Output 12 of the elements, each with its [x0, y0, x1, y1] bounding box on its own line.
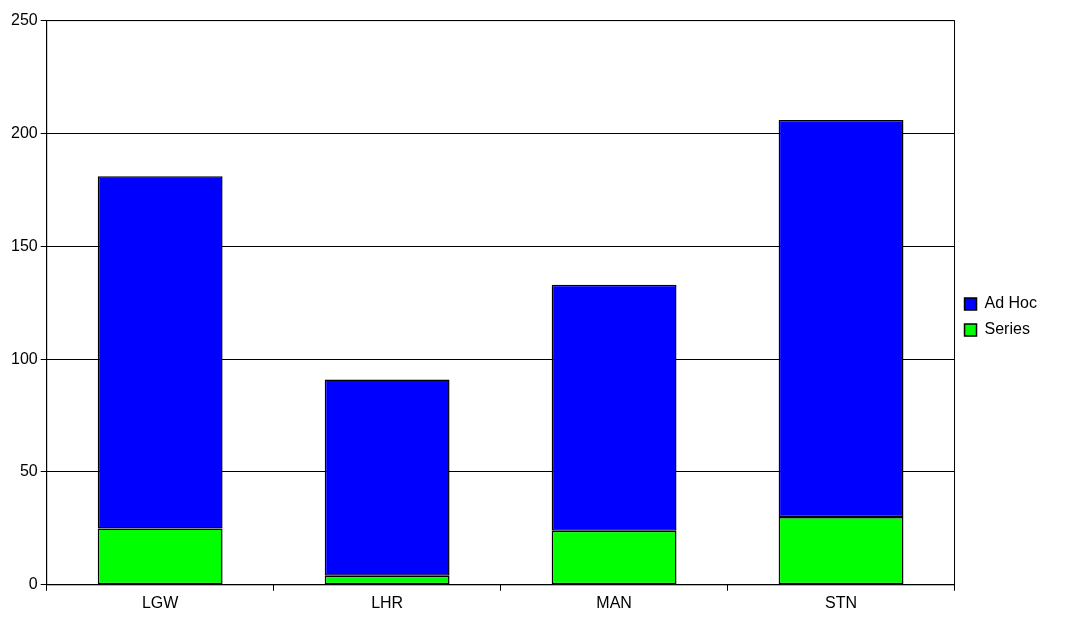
- legend-label: Ad Hoc: [984, 294, 1037, 312]
- y-tick-label: 200: [10, 123, 38, 141]
- y-tick-label: 0: [28, 575, 38, 593]
- y-tick-label: 50: [19, 462, 38, 480]
- y-tick-label: 100: [10, 349, 38, 367]
- y-tick-label: 150: [10, 236, 38, 254]
- legend-label: Series: [984, 320, 1030, 338]
- x-tick-label: LGW: [141, 593, 180, 611]
- x-tick-label: LHR: [371, 593, 404, 611]
- y-tick-label: 250: [10, 11, 38, 29]
- x-tick-label: STN: [825, 593, 858, 611]
- x-tick-label: MAN: [596, 593, 632, 611]
